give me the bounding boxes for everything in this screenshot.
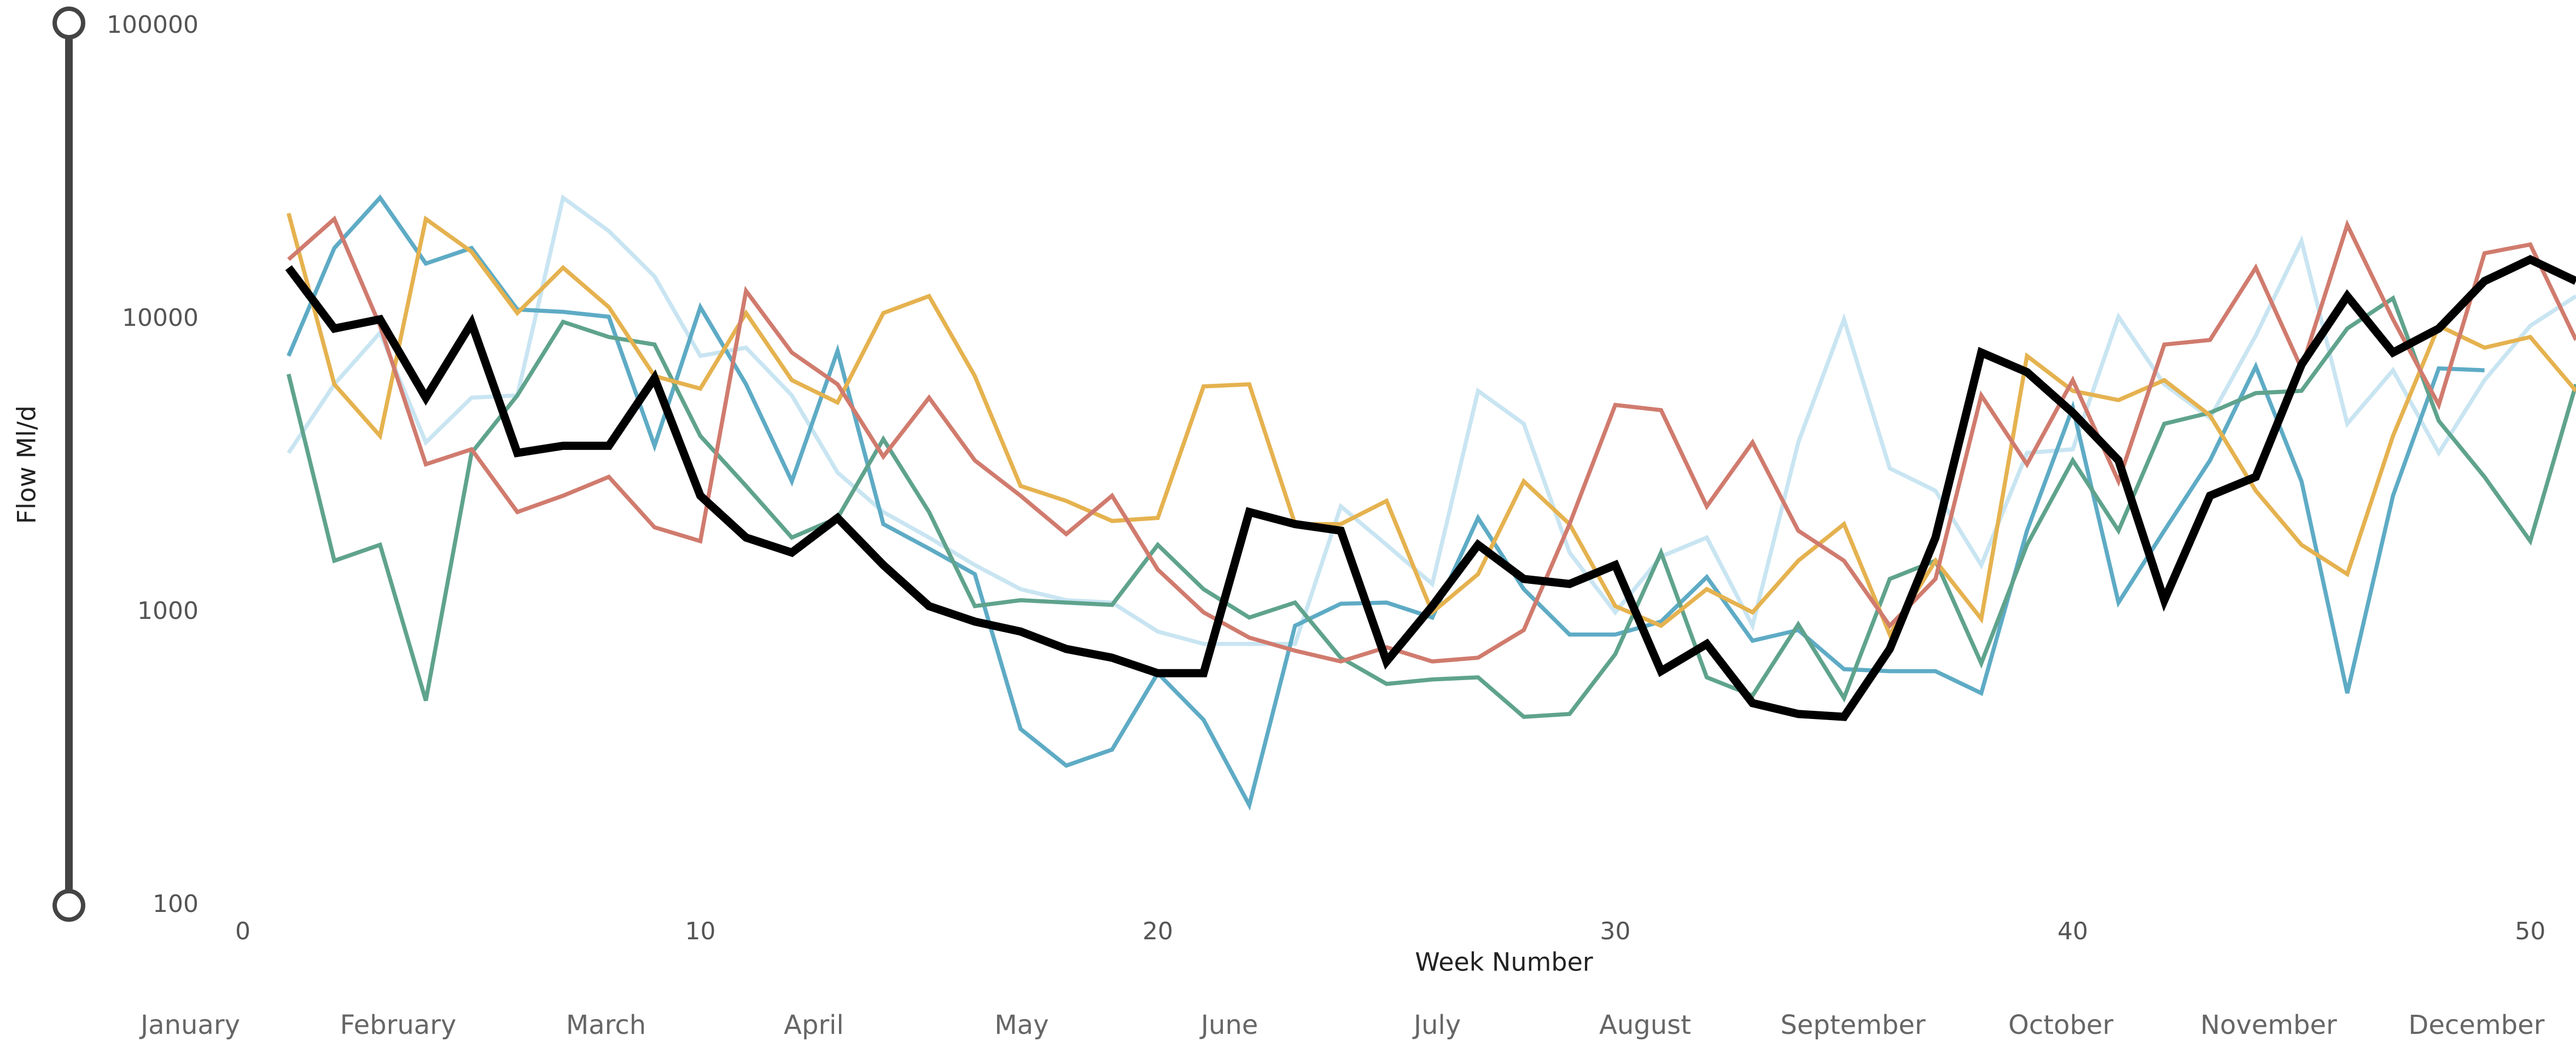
x-axis-title: Week Number (1415, 947, 1593, 977)
month-label: August (1599, 1010, 1691, 1040)
y-tick-label: 100000 (107, 11, 199, 39)
y-axis-title: Flow Ml/d (12, 406, 42, 524)
month-label: July (1412, 1010, 1461, 1040)
month-label: October (2008, 1010, 2113, 1040)
x-tick-label: 20 (1143, 917, 1173, 945)
y-tick-label: 10000 (122, 304, 199, 332)
x-tick-label: 10 (685, 917, 715, 945)
month-label: January (139, 1010, 240, 1040)
series-line (287, 194, 2576, 646)
month-label: April (784, 1010, 844, 1040)
slider-handle-bottom[interactable] (53, 889, 85, 922)
x-tick-label: 0 (235, 917, 250, 945)
month-label: March (566, 1010, 646, 1040)
month-label: February (340, 1010, 457, 1040)
series-line (286, 295, 2576, 719)
lines (285, 194, 2576, 811)
y-tick-label: 100 (153, 890, 199, 918)
series-line (287, 215, 2576, 664)
month-label: June (1199, 1010, 1258, 1040)
month-label: May (994, 1010, 1048, 1040)
slider-handle-top[interactable] (53, 7, 85, 39)
month-label: September (1780, 1010, 1926, 1040)
range-slider[interactable] (53, 7, 85, 922)
series-line (285, 255, 2576, 721)
month-label: December (2409, 1010, 2545, 1040)
x-tick-label: 50 (2515, 917, 2545, 945)
month-label: November (2200, 1010, 2337, 1040)
series-line (287, 194, 2485, 811)
x-tick-label: 30 (1600, 917, 1630, 945)
x-tick-label: 40 (2058, 917, 2088, 945)
y-tick-label: 1000 (137, 597, 199, 625)
series-line (286, 213, 2576, 639)
